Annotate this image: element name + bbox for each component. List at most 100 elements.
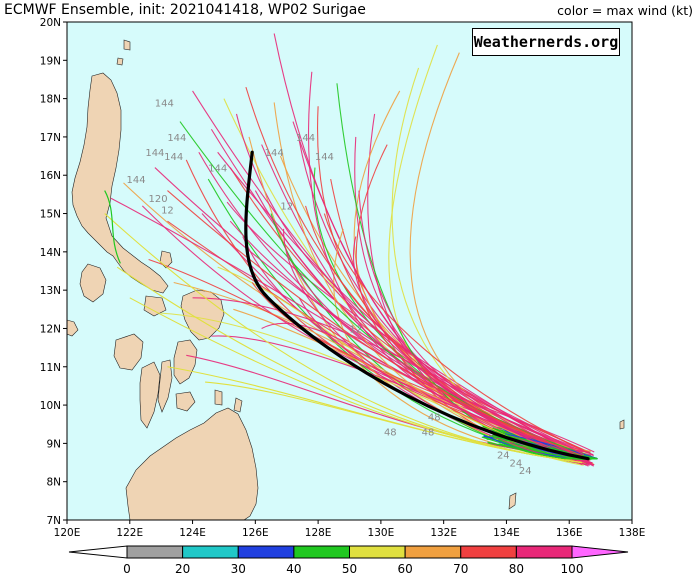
lat-tick-label: 14N — [40, 247, 61, 259]
ensemble-tracks — [104, 33, 598, 467]
forecast-hour-label: 24 — [519, 466, 532, 477]
ensemble-track-line — [283, 228, 588, 466]
lat-tick-label: 20N — [40, 17, 61, 29]
batanes-island — [123, 39, 131, 51]
lat-tick-label: 7N — [46, 515, 61, 527]
chart-title: ECMWF Ensemble, init: 2021041418, WP02 S… — [4, 2, 366, 18]
cebu-island — [157, 359, 173, 413]
babuyan-island — [116, 57, 124, 66]
bohol-island — [175, 391, 196, 412]
colorbar-tick-label: 30 — [231, 562, 246, 576]
lon-tick-label: 128E — [305, 527, 332, 539]
forecast-hour-label: 144 — [127, 175, 146, 186]
forecast-hour-label: 144 — [164, 152, 183, 163]
ensemble-track-line — [154, 167, 585, 456]
lat-tick-label: 15N — [40, 209, 61, 221]
ensemble-track-genesis — [504, 433, 598, 460]
mindanao-island — [125, 407, 259, 520]
forecast-hour-label: 144 — [315, 152, 334, 163]
forecast-hour-label: 144 — [296, 133, 315, 144]
lat-tick-label: 12N — [40, 323, 61, 335]
colorbar-segment — [293, 545, 350, 559]
colorbar-segment — [182, 545, 239, 559]
dinagat-island — [214, 389, 223, 406]
forecast-hour-label: 12 — [349, 324, 362, 335]
forecast-hour-label: 48 — [384, 428, 397, 439]
ensemble-track-line — [229, 167, 588, 452]
lat-tick-label: 11N — [40, 362, 61, 374]
ensemble-track-line — [229, 220, 594, 456]
colorbar-tick-label: 20 — [175, 562, 190, 576]
forecast-hour-label: 48 — [422, 428, 435, 439]
palawan-island — [67, 319, 79, 337]
lat-tick-label: 9N — [46, 438, 61, 450]
panay-island — [113, 333, 144, 371]
siargao-island — [233, 397, 243, 413]
colorbar-tick-label: 50 — [342, 562, 357, 576]
lat-tick-label: 16N — [40, 170, 61, 182]
lon-tick-label: 134E — [493, 527, 520, 539]
colorbar-tick-label: 60 — [397, 562, 412, 576]
colorbar-segment — [237, 545, 295, 559]
land-masses — [67, 39, 625, 520]
colorbar-tick-label: 80 — [509, 562, 524, 576]
map-frame — [66, 21, 633, 521]
ensemble-track-line — [307, 71, 583, 453]
forecast-hour-label: 144 — [208, 163, 227, 174]
colorbar-tick-label: 0 — [123, 562, 131, 576]
colorbar-low-arrow — [68, 545, 128, 559]
watermark-logo: Weathernerds.org — [472, 28, 620, 56]
yap-island — [619, 419, 625, 430]
wind-colorbar: 0 20 30 40 50 60 70 80 100 — [68, 545, 629, 576]
forecast-hour-label: 48 — [428, 412, 441, 423]
colorbar-segment — [515, 545, 573, 559]
lat-tick-label: 13N — [40, 285, 61, 297]
lon-tick-label: 124E — [179, 527, 206, 539]
lat-tick-label: 8N — [46, 477, 61, 489]
lat-tick-label: 18N — [40, 94, 61, 106]
ensemble-track-line — [116, 266, 582, 464]
lon-tick-label: 120E — [54, 527, 81, 539]
forecast-hour-label: 24 — [497, 451, 510, 462]
lat-tick-label: 17N — [40, 132, 61, 144]
ensemble-track-line — [286, 251, 591, 453]
lon-tick-label: 130E — [368, 527, 395, 539]
leyte-island — [173, 339, 198, 385]
color-legend-note: color = max wind (kt) — [557, 3, 693, 18]
lat-tick-label: 19N — [40, 55, 61, 67]
colorbar-segment — [126, 545, 184, 559]
ensemble-track-line — [167, 190, 583, 457]
forecast-hour-label: 12 — [161, 206, 174, 217]
lon-axis: 120E 122E 124E 126E 128E 130E 132E 134E 136E 138E — [54, 520, 646, 539]
forecast-hour-label: 144 — [167, 133, 186, 144]
forecast-hour-label: 144 — [265, 148, 284, 159]
ensemble-track-line — [217, 151, 590, 462]
negros-island — [139, 361, 161, 429]
colorbar-segment — [404, 545, 462, 559]
lon-tick-label: 138E — [619, 527, 646, 539]
colorbar-tick-label: 100 — [561, 562, 584, 576]
forecast-hour-label: 24 — [509, 458, 522, 469]
colorbar-tick-label: 70 — [453, 562, 468, 576]
lon-tick-label: 132E — [430, 527, 457, 539]
mean-track-line — [244, 150, 590, 461]
ensemble-track-line — [104, 190, 121, 264]
ensemble-mean-track — [244, 150, 590, 461]
forecast-hour-label: 120 — [148, 194, 167, 205]
colorbar-segment — [349, 545, 406, 559]
lon-tick-label: 126E — [242, 527, 269, 539]
colorbar-tick-label: 40 — [286, 562, 301, 576]
palau-island — [508, 492, 517, 510]
lon-tick-label: 136E — [556, 527, 583, 539]
mindoro-island — [79, 263, 107, 303]
lat-axis: 7N 8N 9N 10N 11N 12N 13N 14N 15N 16N 17N 18N 19N 20N — [40, 17, 67, 527]
forecast-hour-label: 12 — [280, 202, 293, 213]
lat-tick-label: 10N — [40, 400, 61, 412]
forecast-hour-label: 144 — [145, 148, 164, 159]
ensemble-track-line — [353, 90, 595, 466]
forecast-hour-label: 144 — [155, 98, 174, 109]
ensemble-track-line — [323, 213, 589, 454]
masbate-island — [143, 295, 167, 317]
